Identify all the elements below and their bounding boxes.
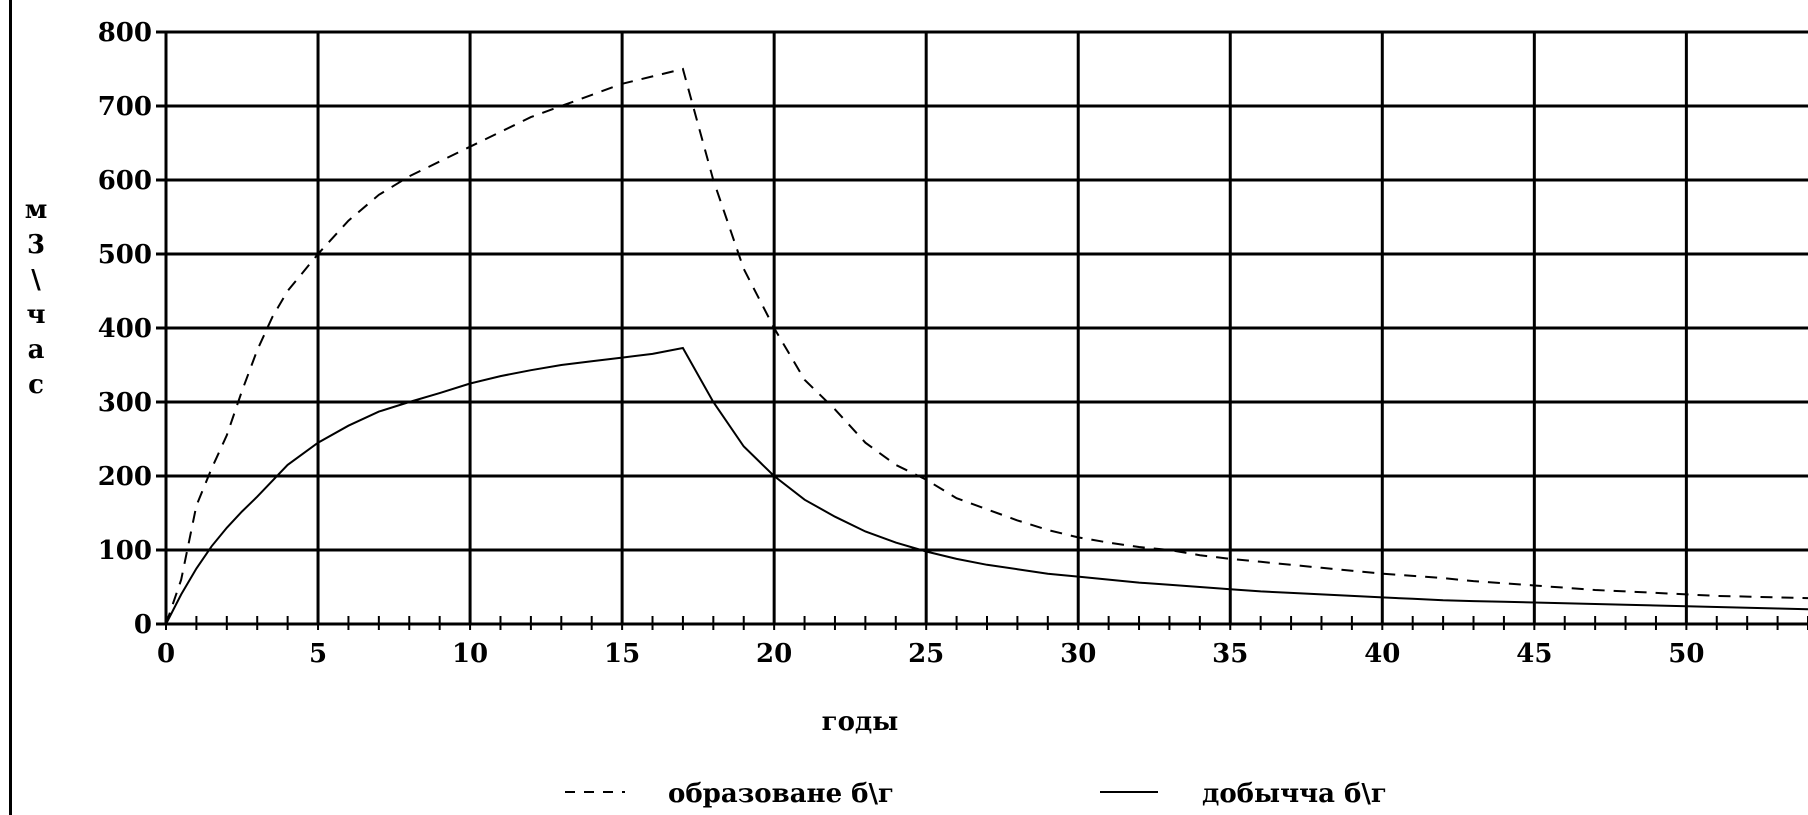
legend-label-series-2: добычча б\г bbox=[1202, 779, 1387, 809]
x-tick-label-25: 25 bbox=[908, 639, 944, 669]
y-tick-label-600: 600 bbox=[98, 166, 152, 196]
x-tick-label-20: 20 bbox=[756, 639, 792, 669]
y-axis-label: м 3 \ час bbox=[25, 195, 48, 400]
y-axis-label-char-0: м bbox=[25, 195, 48, 225]
left-frame-border bbox=[9, 0, 12, 815]
x-tick-label-5: 5 bbox=[309, 639, 327, 669]
x-tick-label-35: 35 bbox=[1212, 639, 1248, 669]
y-tick-label-400: 400 bbox=[98, 314, 152, 344]
y-axis-label-char-4: а bbox=[28, 335, 45, 365]
y-tick-label-500: 500 bbox=[98, 240, 152, 270]
x-tick-label-15: 15 bbox=[604, 639, 640, 669]
x-tick-label-30: 30 bbox=[1060, 639, 1096, 669]
y-axis-label-char-1: 3 bbox=[27, 230, 45, 260]
y-tick-label-0: 0 bbox=[134, 610, 152, 640]
x-axis-label: годы bbox=[822, 707, 899, 737]
tick-labels: 0 5 10 15 20 25 30 35 40 45 5001002003004005006007… bbox=[98, 18, 1705, 669]
x-tick-label-10: 10 bbox=[452, 639, 488, 669]
x-tick-label-50: 50 bbox=[1668, 639, 1704, 669]
x-tick-label-0: 0 bbox=[157, 639, 175, 669]
y-axis-label-char-5: с bbox=[28, 370, 44, 400]
tick-marks bbox=[156, 30, 1808, 630]
y-axis-label-char-3: ч bbox=[26, 300, 45, 330]
legend-label-series-1: образоване б\г bbox=[668, 779, 894, 809]
x-tick-label-40: 40 bbox=[1364, 639, 1400, 669]
series-line-1 bbox=[165, 67, 1808, 625]
y-tick-label-800: 800 bbox=[98, 18, 152, 48]
series-line-2 bbox=[165, 346, 1808, 625]
y-tick-label-200: 200 bbox=[98, 462, 152, 492]
x-tick-label-45: 45 bbox=[1516, 639, 1552, 669]
legend: образоване б\г добычча б\г bbox=[565, 779, 1387, 809]
grid-lines bbox=[166, 30, 1808, 624]
y-axis-label-char-2: \ bbox=[31, 265, 41, 295]
y-tick-label-300: 300 bbox=[98, 388, 152, 418]
series-layer bbox=[165, 67, 1808, 625]
y-tick-label-700: 700 bbox=[98, 92, 152, 122]
y-tick-label-100: 100 bbox=[98, 536, 152, 566]
